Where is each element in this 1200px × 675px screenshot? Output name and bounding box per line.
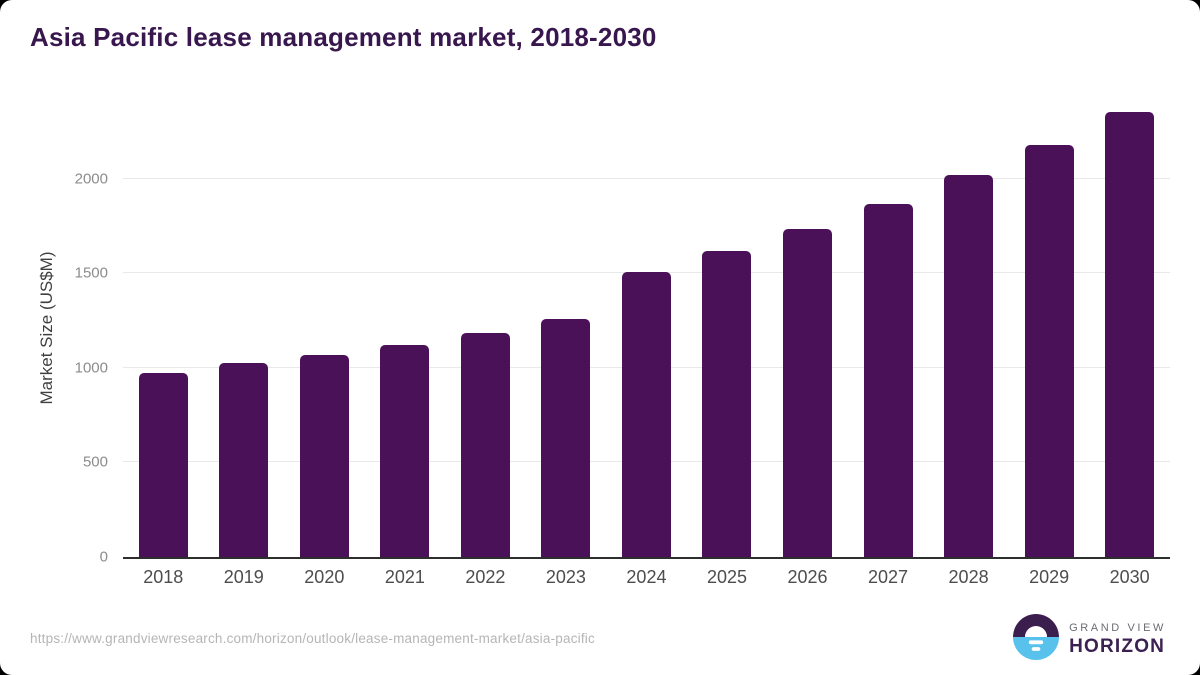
plot-area xyxy=(123,99,1170,559)
brand-name-top: GRAND VIEW xyxy=(1069,621,1166,634)
bar-slot-2026 xyxy=(767,99,848,557)
x-tick-label-2025: 2025 xyxy=(706,567,747,587)
bar-2019 xyxy=(219,362,269,557)
x-tick-label-2026: 2026 xyxy=(787,567,828,587)
x-tick-label-2019: 2019 xyxy=(223,567,264,587)
bar-slot-2030 xyxy=(1089,99,1170,557)
bar-slot-2024 xyxy=(606,99,687,557)
bar-slot-2020 xyxy=(284,99,365,557)
bar-2026 xyxy=(783,228,833,557)
brand-name-bottom: HORIZON xyxy=(1069,635,1166,657)
bar-slot-2022 xyxy=(445,99,526,557)
x-axis-labels: 2018 2019 2020 2021 2022 2023 2024 2025 2026 2027… xyxy=(123,567,1170,588)
bar-2028 xyxy=(944,175,994,557)
y-tick-label-1000: 1000 xyxy=(74,359,108,377)
y-tick-label-0: 0 xyxy=(99,548,108,566)
brand-logo: GRAND VIEW HORIZON xyxy=(1013,614,1166,665)
bar-slot-2025 xyxy=(687,99,768,557)
source-url: https://www.grandviewresearch.com/horizo… xyxy=(30,631,595,646)
bar-slot-2021 xyxy=(365,99,446,557)
horizon-sun-circle-icon xyxy=(1013,614,1060,665)
x-tick-label-2021: 2021 xyxy=(384,567,425,587)
bar-slot-2028 xyxy=(928,99,1009,557)
x-tick-label-2024: 2024 xyxy=(626,567,667,587)
y-axis-ticks: 0 500 1000 1500 2000 xyxy=(0,99,108,565)
y-tick-label-500: 500 xyxy=(82,453,108,471)
x-tick-label-2029: 2029 xyxy=(1029,567,1070,587)
chart-title: Asia Pacific lease management market, 20… xyxy=(30,22,657,52)
bar-2021 xyxy=(380,345,430,557)
bar-slot-2019 xyxy=(204,99,285,557)
bar-2024 xyxy=(621,272,671,557)
bars-container xyxy=(123,99,1170,557)
bar-2025 xyxy=(702,251,752,557)
bar-2030 xyxy=(1105,111,1155,557)
x-tick-label-2018: 2018 xyxy=(143,567,184,587)
bar-slot-2029 xyxy=(1009,99,1090,557)
brand-logo-text: GRAND VIEW HORIZON xyxy=(1069,622,1166,658)
x-tick-label-2027: 2027 xyxy=(868,567,909,587)
y-tick-label-2000: 2000 xyxy=(74,170,108,187)
x-tick-label-2023: 2023 xyxy=(545,567,586,587)
gridline-2000 xyxy=(123,177,1170,179)
x-tick-label-2028: 2028 xyxy=(948,567,989,587)
y-tick-label-1500: 1500 xyxy=(74,264,108,282)
bar-slot-2018 xyxy=(123,99,204,557)
bar-slot-2027 xyxy=(848,99,929,557)
bar-2018 xyxy=(138,373,188,557)
x-tick-label-2020: 2020 xyxy=(304,567,345,587)
x-tick-label-2022: 2022 xyxy=(465,567,506,587)
x-tick-label-2030: 2030 xyxy=(1109,567,1150,587)
bar-2027 xyxy=(863,203,913,557)
bar-2029 xyxy=(1024,144,1074,557)
bar-2022 xyxy=(460,332,510,557)
bar-slot-2023 xyxy=(526,99,607,557)
bar-2020 xyxy=(299,355,349,557)
bar-2023 xyxy=(541,318,591,557)
